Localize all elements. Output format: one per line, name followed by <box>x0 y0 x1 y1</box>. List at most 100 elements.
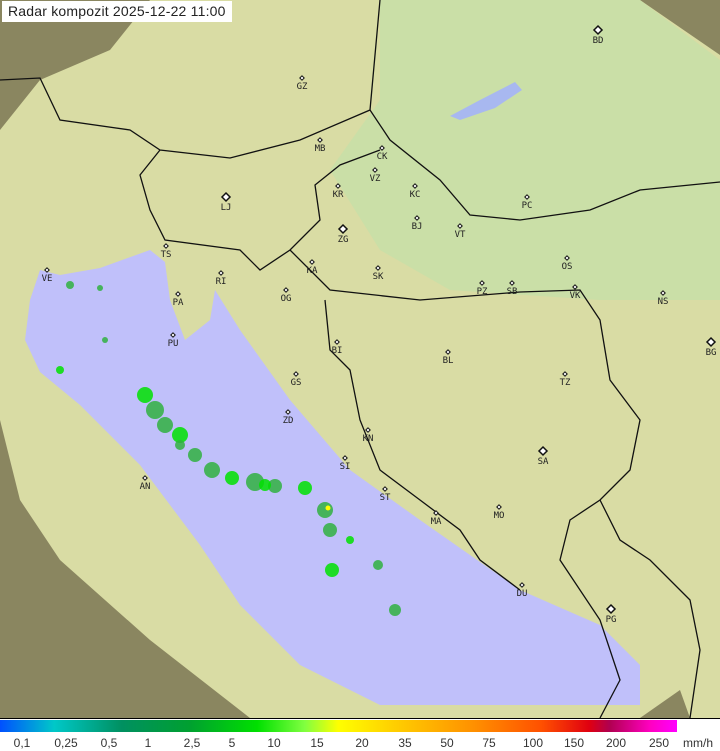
city-label: KA <box>307 266 318 276</box>
legend-labels: 0,1 0,25 0,5 1 2,5 5 10 15 20 35 50 75 1… <box>0 736 720 751</box>
city-label: LJ <box>221 203 232 213</box>
rain-cell <box>323 523 337 537</box>
city-label: VZ <box>370 174 381 184</box>
rain-cell <box>259 479 271 491</box>
city-marker <box>335 183 341 189</box>
rain-cell <box>56 366 64 374</box>
legend-label: 1 <box>144 736 152 750</box>
lake-balaton <box>450 82 522 120</box>
legend-label: 75 <box>482 736 496 750</box>
legend-label: 0,25 <box>54 736 78 750</box>
legend-label: 35 <box>398 736 412 750</box>
city-label: GZ <box>297 82 308 92</box>
city-marker <box>412 183 418 189</box>
city-markers: GZ BD MB CK VZ KR KC PC LJ BJ VT ZG TS VE RI KA SK OS PA OG… <box>42 24 717 625</box>
city-marker <box>175 291 181 297</box>
legend-label: 5 <box>228 736 236 750</box>
city-label: ST <box>380 493 391 503</box>
rain-cell <box>188 448 202 462</box>
map-title: Radar kompozit 2025-12-22 11:00 <box>2 1 232 22</box>
city-label: SK <box>373 272 384 282</box>
city-label: PC <box>522 201 533 211</box>
city-label: PG <box>606 615 617 625</box>
city-marker <box>218 270 224 276</box>
city-marker <box>375 265 381 271</box>
city-label: ZG <box>338 235 349 245</box>
rain-cell <box>175 440 185 450</box>
legend-label: 20 <box>355 736 369 750</box>
city-marker <box>445 349 451 355</box>
city-marker <box>519 582 525 588</box>
city-label: PZ <box>477 287 488 297</box>
city-label: RI <box>216 277 227 287</box>
city-label: SI <box>340 462 351 472</box>
city-marker <box>382 486 388 492</box>
adriatic-sea <box>25 250 640 705</box>
legend-label: 150 <box>563 736 585 750</box>
rain-cell <box>157 417 173 433</box>
rain-cell <box>317 502 333 518</box>
city-marker <box>293 371 299 377</box>
rain-cell <box>268 479 282 493</box>
city-marker <box>337 223 349 235</box>
city-label: TS <box>161 250 172 260</box>
city-label: AN <box>140 482 151 492</box>
city-marker <box>496 504 502 510</box>
city-label: SA <box>538 457 549 467</box>
city-label: PA <box>173 298 184 308</box>
city-marker <box>592 24 604 36</box>
city-marker <box>142 475 148 481</box>
city-marker <box>170 332 176 338</box>
precipitation-layer <box>56 281 401 616</box>
city-marker <box>605 603 617 615</box>
city-marker <box>457 223 463 229</box>
city-label: KR <box>333 190 344 200</box>
city-marker <box>299 75 305 81</box>
rain-cell <box>172 427 188 443</box>
city-label: BL <box>443 356 454 366</box>
city-label: MO <box>494 511 505 521</box>
city-label: NS <box>658 297 669 307</box>
legend-label: 200 <box>605 736 627 750</box>
rain-cell <box>146 401 164 419</box>
legend-label: 250 <box>648 736 670 750</box>
city-marker <box>283 287 289 293</box>
legend-label: 10 <box>267 736 281 750</box>
legend-label: 0,1 <box>13 736 31 750</box>
legend-label: 50 <box>440 736 454 750</box>
city-marker <box>414 215 420 221</box>
city-label: SB <box>507 287 518 297</box>
rain-cell <box>346 536 354 544</box>
city-marker <box>342 455 348 461</box>
city-marker <box>572 284 578 290</box>
city-label: KN <box>363 434 374 444</box>
rain-cell <box>137 387 153 403</box>
city-marker <box>705 336 717 348</box>
city-label: TZ <box>560 378 571 388</box>
city-label: BG <box>706 348 717 358</box>
city-label: OG <box>281 294 292 304</box>
legend-unit: mm/h <box>683 736 713 750</box>
city-label: KC <box>410 190 421 200</box>
rain-cell <box>204 462 220 478</box>
radar-map[interactable]: GZ BD MB CK VZ KR KC PC LJ BJ VT ZG TS VE RI KA SK OS PA OG… <box>0 0 720 719</box>
city-marker <box>220 191 232 203</box>
city-label: PU <box>168 339 179 349</box>
rain-cell <box>389 604 401 616</box>
city-marker <box>44 267 50 273</box>
legend-label: 100 <box>522 736 544 750</box>
city-label: CK <box>377 152 388 162</box>
city-marker <box>562 371 568 377</box>
city-marker <box>317 137 323 143</box>
rain-cell-intense <box>325 505 331 511</box>
city-label: VK <box>570 291 581 301</box>
rain-cell <box>298 481 312 495</box>
city-label: MB <box>315 144 326 154</box>
city-marker <box>660 290 666 296</box>
city-marker <box>433 510 439 516</box>
rain-cell <box>97 285 103 291</box>
plains-area <box>330 0 720 300</box>
city-label: BJ <box>412 222 423 232</box>
city-label: ZD <box>283 416 294 426</box>
city-label: DU <box>517 589 528 599</box>
